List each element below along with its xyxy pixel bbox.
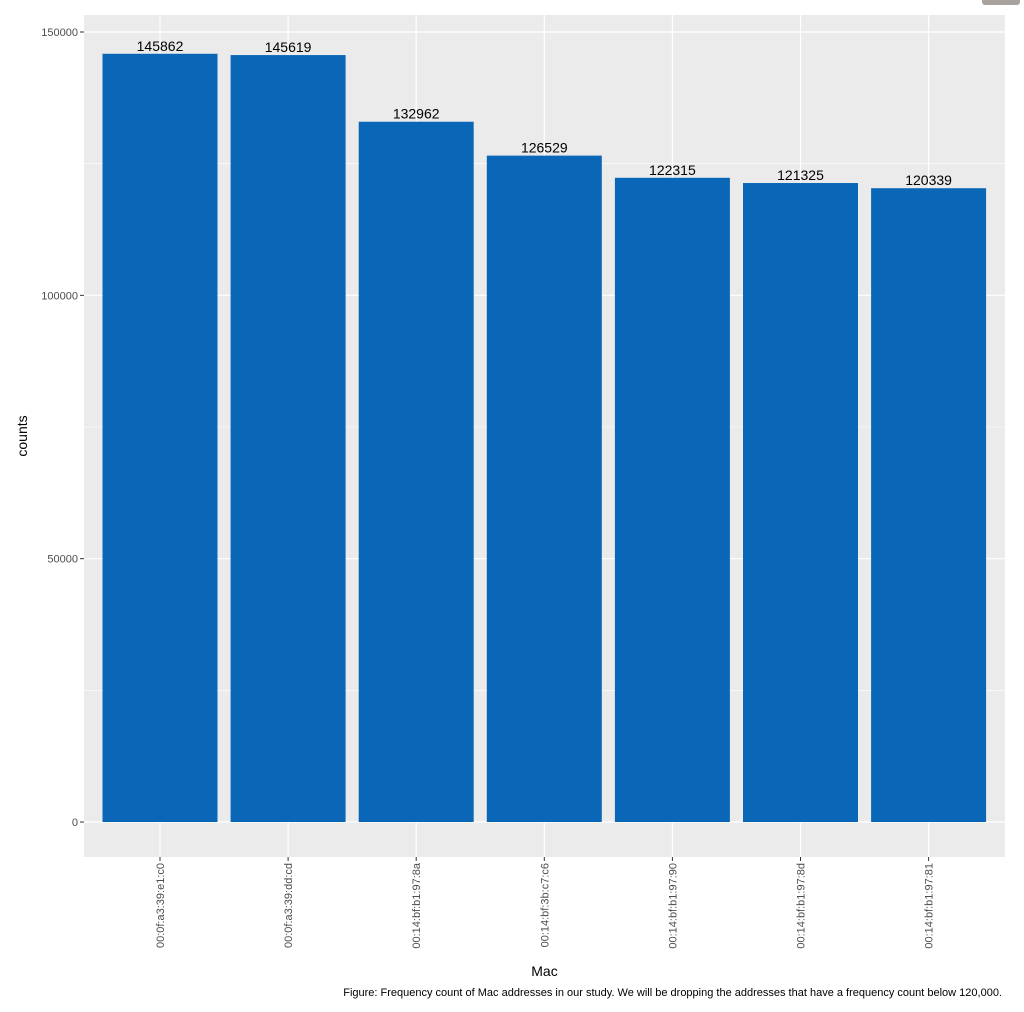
bar-value-label: 132962 [393, 106, 440, 122]
figure-caption: Figure: Frequency count of Mac addresses… [343, 987, 1002, 999]
x-axis: 00:0f:a3:39:e1:c0 00:0f:a3:39:dd:cd 00:14:… [155, 857, 936, 949]
x-tick-label: 00:14:bf:b1:97:81 [924, 863, 936, 949]
corner-tab [982, 0, 1020, 5]
y-tick-label: 0 [72, 817, 78, 829]
y-axis-title: counts [14, 415, 30, 456]
y-tick-label: 150000 [41, 27, 78, 39]
bar [614, 177, 730, 822]
bar-value-label: 122315 [649, 162, 696, 178]
bar [871, 188, 987, 822]
x-tick-label: 00:14:bf:b1:97:8d [796, 863, 808, 949]
bar-value-labels: 145862 145619 132962 126529 122315 121325 1203… [137, 38, 953, 188]
x-tick-label: 00:14:bf:3b:c7:c6 [539, 863, 551, 947]
bars [102, 53, 987, 823]
bar [358, 121, 474, 823]
bar [486, 155, 602, 822]
bar-value-label: 120339 [905, 172, 952, 188]
bar [102, 53, 218, 823]
bar-value-label: 121325 [777, 167, 824, 183]
x-tick-label: 00:14:bf:b1:97:90 [667, 863, 679, 949]
x-axis-title: Mac [531, 963, 557, 979]
bar [743, 183, 858, 822]
bar [230, 55, 346, 823]
x-tick-label: 00:0f:a3:39:e1:c0 [155, 863, 167, 948]
y-tick-label: 100000 [41, 290, 78, 302]
x-tick-label: 00:14:bf:b1:97:8a [411, 862, 423, 949]
y-axis: 0 50000 100000 150000 [41, 27, 84, 829]
x-tick-label: 00:0f:a3:39:dd:cd [283, 863, 295, 948]
y-tick-label: 50000 [47, 554, 78, 566]
bar-value-label: 126529 [521, 140, 568, 156]
bar-value-label: 145619 [265, 39, 312, 55]
bar-value-label: 145862 [137, 38, 184, 54]
